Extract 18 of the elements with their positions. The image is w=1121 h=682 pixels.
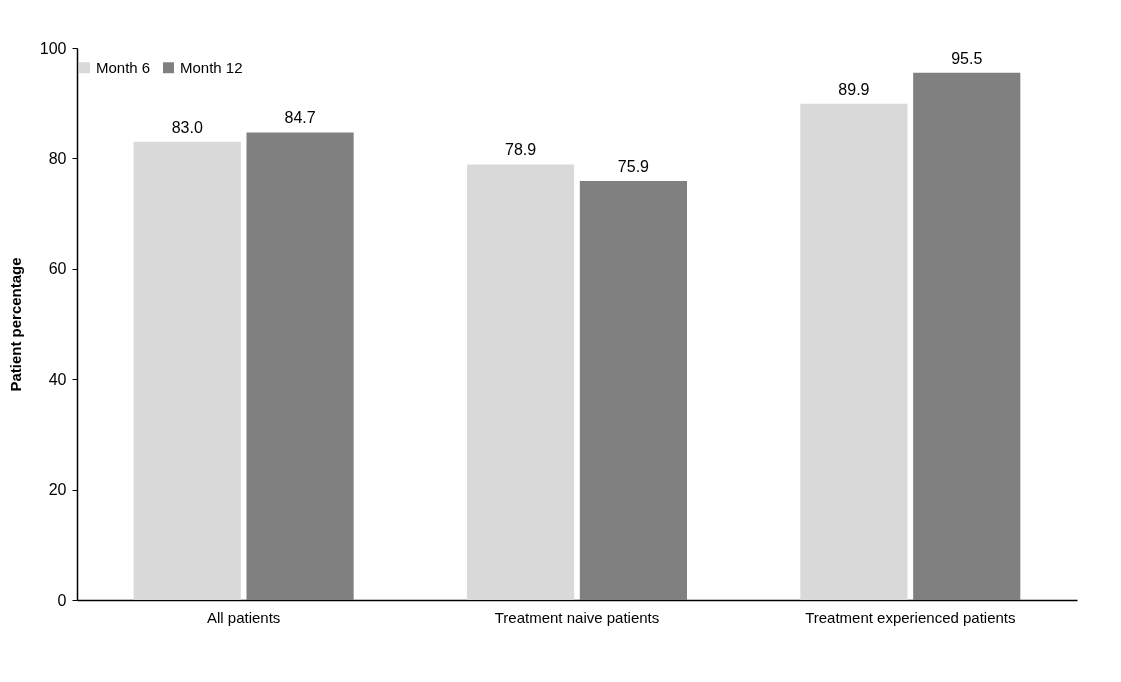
legend-label: Month 12 [180, 58, 243, 76]
y-tick-label: 20 [48, 481, 67, 499]
data-label: 83.0 [171, 118, 203, 136]
y-tick-label: 0 [57, 591, 67, 609]
y-tick-label: 100 [39, 39, 67, 57]
y-axis-title: Patient percentage [6, 257, 24, 392]
data-label: 95.5 [951, 49, 983, 67]
x-tick-label: Treatment experienced patients [805, 608, 1016, 626]
x-tick-label: Treatment naive patients [494, 608, 660, 626]
data-label: 89.9 [838, 80, 870, 98]
y-tick-label: 80 [48, 149, 67, 167]
y-tick-label: 40 [48, 370, 67, 388]
data-label: 84.7 [284, 109, 316, 127]
data-label: 75.9 [617, 158, 650, 176]
x-tick-label: All patients [206, 608, 281, 626]
data-label: 78.9 [505, 141, 537, 159]
y-tick-label: 60 [48, 260, 67, 278]
legend-label: Month 6 [96, 58, 151, 76]
